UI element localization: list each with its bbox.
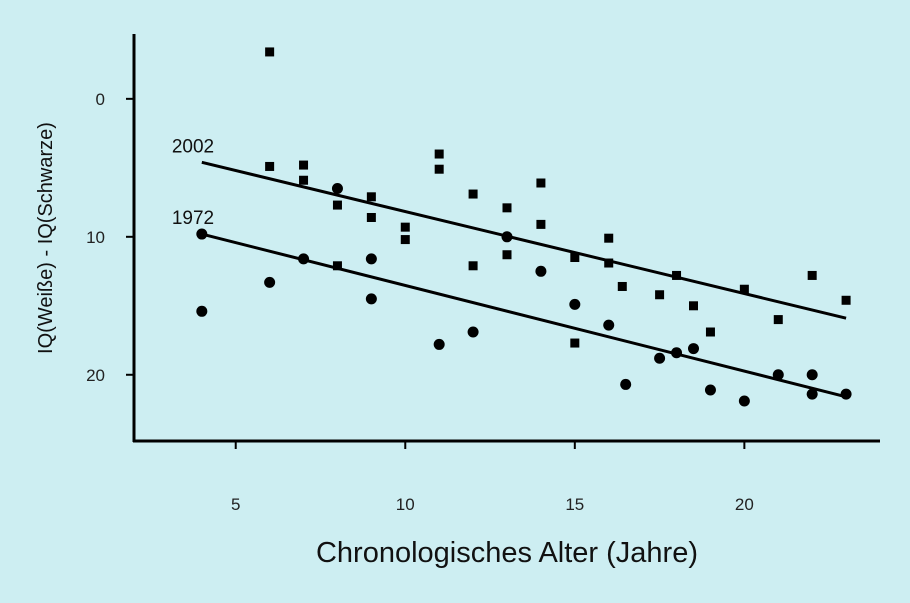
trend-line-1972 [201, 232, 847, 399]
x-tick-label: 5 [231, 495, 240, 514]
data-point-1972 [654, 352, 666, 364]
y-tick-label: 0 [96, 90, 105, 109]
series-label-1972: 1972 [172, 208, 214, 229]
series-label-2002: 2002 [172, 136, 214, 157]
data-point-2002 [617, 281, 627, 291]
data-point-1972 [264, 276, 276, 288]
data-point-2002 [570, 338, 580, 348]
data-point-2002 [502, 203, 512, 213]
data-point-1972 [806, 388, 818, 400]
data-point-1972 [620, 378, 632, 390]
data-point-2002 [400, 235, 410, 245]
data-point-2002 [299, 160, 309, 170]
x-axis-title: Chronologisches Alter (Jahre) [316, 537, 698, 569]
data-point-2002 [570, 253, 580, 263]
y-tick-label: 20 [86, 366, 105, 385]
data-point-1972 [535, 265, 547, 277]
data-point-2002 [332, 200, 342, 210]
data-point-2002 [332, 261, 342, 271]
data-point-2002 [773, 315, 783, 325]
data-point-2002 [299, 175, 309, 185]
data-point-1972 [365, 293, 377, 305]
data-point-2002 [705, 327, 715, 337]
data-point-2002 [672, 270, 682, 280]
data-point-1972 [738, 395, 750, 407]
data-point-1972 [840, 388, 852, 400]
data-point-2002 [265, 161, 275, 171]
data-point-1972 [772, 369, 784, 381]
data-point-2002 [434, 149, 444, 159]
data-point-2002 [604, 258, 614, 268]
data-point-1972 [196, 228, 208, 240]
data-point-2002 [468, 189, 478, 199]
data-point-1972 [569, 298, 581, 310]
data-point-1972 [501, 231, 513, 243]
data-point-2002 [739, 284, 749, 294]
data-point-1972 [688, 343, 699, 355]
data-point-1972 [365, 253, 377, 265]
data-point-2002 [536, 178, 546, 188]
data-point-1972 [467, 326, 479, 338]
data-point-2002 [434, 164, 444, 174]
y-axis-title: IQ(Weiße) - IQ(Schwarze) [35, 122, 57, 354]
data-point-2002 [366, 192, 376, 202]
y-tick-label: 10 [86, 228, 105, 247]
x-tick-label: 10 [396, 495, 415, 514]
data-point-2002 [265, 47, 275, 57]
data-point-2002 [400, 222, 410, 232]
data-point-1972 [331, 183, 343, 195]
data-point-1972 [433, 338, 445, 350]
data-point-1972 [671, 347, 683, 359]
data-point-2002 [502, 250, 512, 260]
data-point-2002 [536, 219, 546, 229]
x-tick-label: 20 [735, 495, 754, 514]
data-point-2002 [689, 301, 698, 311]
data-point-1972 [704, 384, 716, 396]
trend-line-2002 [201, 160, 847, 320]
data-point-2002 [604, 233, 614, 243]
data-point-2002 [366, 212, 376, 222]
data-point-1972 [196, 305, 208, 317]
data-point-1972 [298, 253, 310, 265]
x-tick-label: 15 [565, 495, 584, 514]
data-point-1972 [806, 369, 818, 381]
data-point-2002 [468, 261, 478, 271]
data-point-2002 [841, 295, 851, 305]
data-point-1972 [603, 319, 615, 331]
data-point-2002 [807, 270, 817, 280]
data-point-2002 [655, 290, 665, 300]
